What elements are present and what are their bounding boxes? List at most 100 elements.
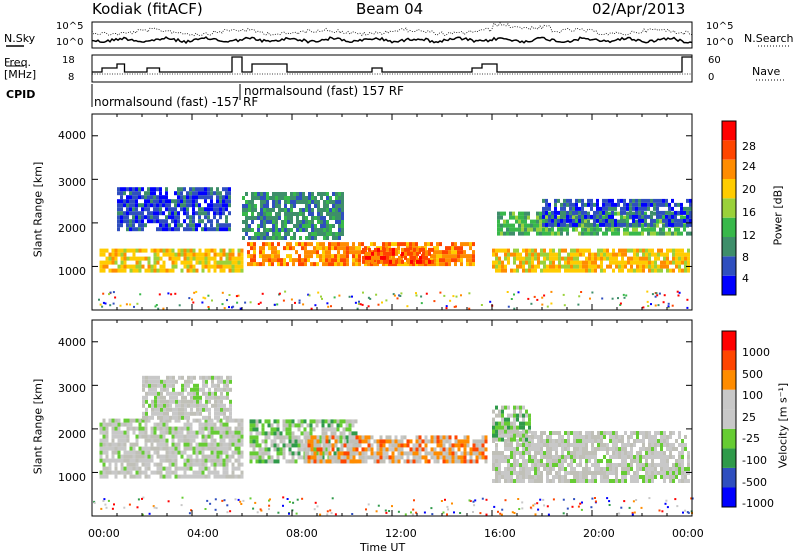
- cell: [570, 431, 573, 435]
- cell: [636, 256, 639, 261]
- band-0: [99, 248, 244, 273]
- cell: [132, 199, 135, 204]
- cell: [156, 195, 159, 200]
- cell: [549, 463, 552, 467]
- cell: [237, 430, 241, 435]
- cell: [154, 399, 157, 404]
- cell: [633, 248, 636, 253]
- cell: [611, 202, 614, 207]
- cell: [313, 443, 317, 448]
- cell: [680, 206, 683, 211]
- cell: [253, 258, 256, 263]
- cell: [316, 447, 320, 452]
- cell: [126, 434, 130, 439]
- cell: [266, 200, 269, 204]
- cell: [495, 248, 498, 253]
- cell: [549, 451, 552, 455]
- cell: [99, 438, 103, 443]
- cell: [579, 455, 582, 459]
- cell: [668, 231, 671, 236]
- cell: [678, 455, 681, 459]
- cell: [183, 446, 187, 451]
- cell: [522, 268, 525, 273]
- cell: [117, 191, 120, 196]
- cell: [543, 264, 546, 269]
- cell: [247, 262, 250, 267]
- cell: [258, 419, 262, 424]
- cell: [584, 202, 587, 207]
- cell: [575, 227, 578, 232]
- cell: [280, 262, 283, 267]
- cell: [662, 198, 665, 203]
- cell: [225, 223, 228, 228]
- cell: [219, 248, 223, 253]
- cell: [590, 231, 593, 236]
- cell: [210, 430, 214, 435]
- cell: [644, 222, 647, 227]
- cell: [564, 256, 567, 261]
- cell: [298, 262, 301, 267]
- cell: [153, 264, 157, 269]
- cell: [322, 262, 325, 267]
- cell: [165, 442, 169, 447]
- cell: [498, 475, 501, 479]
- cell: [572, 206, 575, 211]
- cell: [605, 210, 608, 215]
- cell: [412, 262, 415, 267]
- cell: [647, 227, 650, 232]
- cell: [300, 423, 304, 428]
- cell: [569, 206, 572, 211]
- cell: [406, 439, 410, 444]
- cell: [150, 191, 153, 196]
- cell: [665, 214, 668, 219]
- cell: [621, 435, 624, 439]
- cell: [210, 187, 213, 192]
- cell: [590, 198, 593, 203]
- cell: [214, 391, 217, 396]
- cell: [135, 458, 139, 463]
- cell: [516, 429, 519, 434]
- cell: [681, 252, 684, 257]
- cell: [156, 187, 159, 192]
- cell: [219, 211, 222, 216]
- cell: [498, 260, 501, 265]
- cell: [123, 450, 127, 455]
- cell: [153, 462, 157, 467]
- cell: [573, 439, 576, 443]
- speckle: [455, 295, 458, 298]
- cell: [302, 196, 305, 200]
- cell: [153, 470, 157, 475]
- cell: [174, 474, 178, 479]
- cell: [186, 434, 190, 439]
- cell: [376, 447, 380, 452]
- cell: [639, 467, 642, 471]
- speckle: [114, 296, 117, 299]
- cell: [145, 375, 148, 380]
- cell: [304, 459, 308, 464]
- cell: [198, 256, 202, 261]
- cell: [495, 425, 498, 430]
- cell: [570, 256, 573, 261]
- cell: [156, 466, 160, 471]
- cell: [286, 246, 289, 251]
- speckle: [119, 304, 122, 307]
- cell: [560, 222, 563, 227]
- cell: [145, 411, 148, 416]
- cell: [687, 252, 690, 257]
- speckle: [392, 293, 395, 296]
- cell: [618, 260, 621, 265]
- cell: [656, 202, 659, 207]
- xtick-1200: 12:00: [385, 527, 417, 540]
- cell: [253, 250, 256, 255]
- cell: [328, 250, 331, 255]
- cell: [591, 455, 594, 459]
- cell: [174, 207, 177, 212]
- cell: [531, 264, 534, 269]
- cell: [219, 215, 222, 220]
- cell: [576, 248, 579, 253]
- cell: [267, 419, 271, 424]
- cell: [192, 264, 196, 269]
- cell: [263, 228, 266, 232]
- speckle: [662, 301, 665, 304]
- cell: [249, 435, 253, 440]
